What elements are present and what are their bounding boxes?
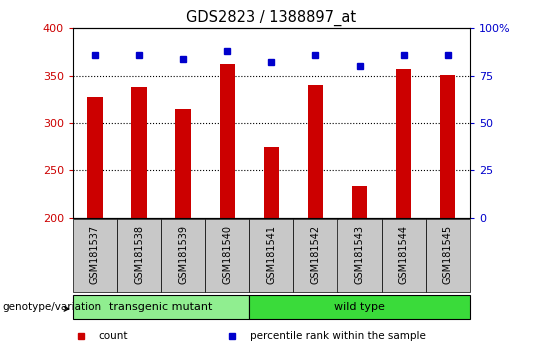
Bar	[293, 219, 338, 292]
Bar	[205, 219, 249, 292]
Text: GSM181539: GSM181539	[178, 224, 188, 284]
Text: percentile rank within the sample: percentile rank within the sample	[249, 331, 426, 341]
Text: GSM181541: GSM181541	[266, 224, 276, 284]
Bar	[176, 109, 191, 218]
Text: genotype/variation: genotype/variation	[3, 302, 102, 312]
Text: count: count	[99, 331, 128, 341]
Bar	[131, 87, 147, 218]
Bar	[161, 219, 205, 292]
Bar	[264, 147, 279, 218]
Text: GSM181540: GSM181540	[222, 224, 232, 284]
Text: GSM181538: GSM181538	[134, 224, 144, 284]
Text: GSM181543: GSM181543	[355, 224, 365, 284]
Text: transgenic mutant: transgenic mutant	[110, 302, 213, 312]
Bar	[426, 219, 470, 292]
Bar	[440, 75, 455, 218]
Bar	[352, 187, 367, 218]
Bar	[87, 97, 103, 218]
Title: GDS2823 / 1388897_at: GDS2823 / 1388897_at	[186, 9, 356, 25]
Bar	[382, 219, 426, 292]
Text: GSM181542: GSM181542	[310, 224, 320, 284]
Bar	[73, 295, 249, 319]
Bar	[308, 85, 323, 218]
Text: wild type: wild type	[334, 302, 385, 312]
Text: GSM181544: GSM181544	[399, 224, 409, 284]
Bar	[249, 219, 293, 292]
Text: GSM181545: GSM181545	[443, 224, 453, 284]
Bar	[220, 64, 235, 218]
Text: GSM181537: GSM181537	[90, 224, 100, 284]
Bar	[249, 295, 470, 319]
Bar	[73, 219, 117, 292]
Bar	[396, 69, 411, 218]
Bar	[117, 219, 161, 292]
Bar	[338, 219, 382, 292]
